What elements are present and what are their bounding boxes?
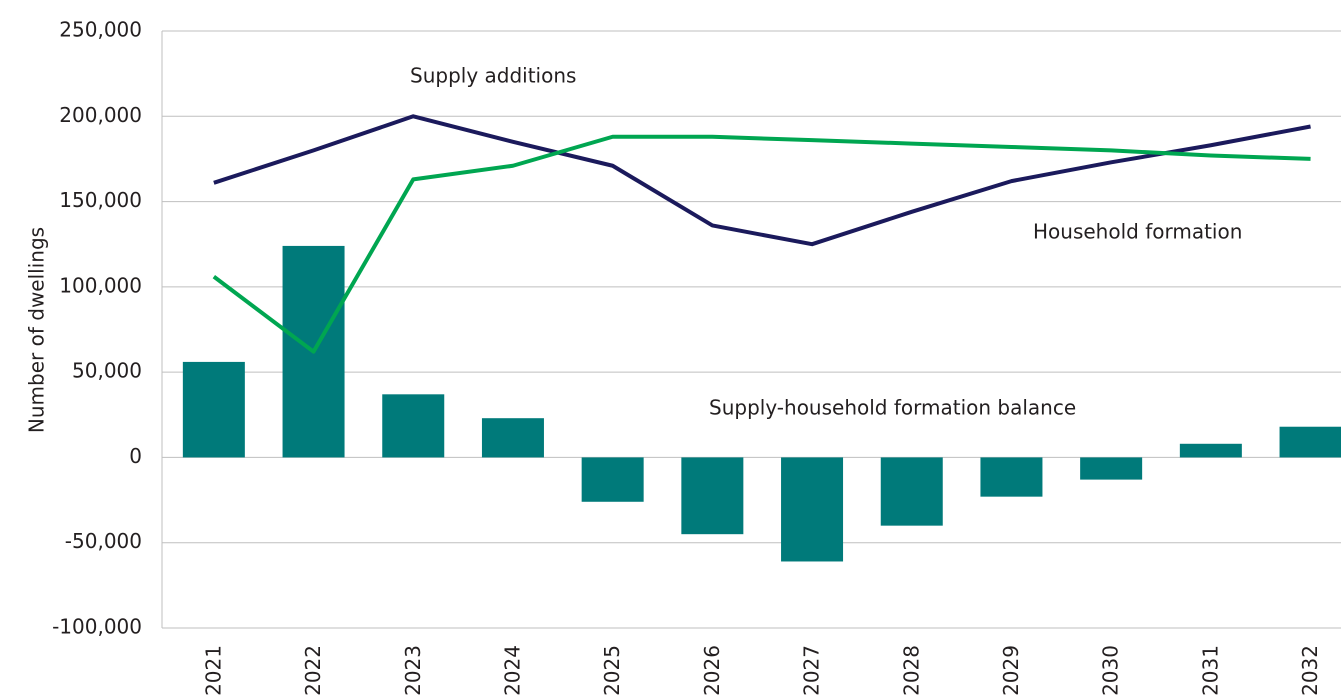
- x-tick-label: 2025: [600, 645, 624, 696]
- y-tick-label: 200,000: [59, 103, 142, 127]
- line: [212, 134, 1311, 354]
- series-label: Supply additions: [410, 64, 576, 88]
- bar: [382, 394, 445, 458]
- bar: [1179, 443, 1242, 458]
- series-label: Supply-household formation balance: [709, 396, 1076, 420]
- x-tick-label: 2026: [700, 645, 724, 696]
- y-tick-label: -50,000: [65, 529, 142, 553]
- x-tick-label: 2027: [800, 645, 824, 696]
- bar: [781, 457, 844, 562]
- y-tick-label: -100,000: [52, 615, 142, 639]
- x-tick-label: 2029: [999, 645, 1023, 696]
- x-tick-label: 2031: [1198, 645, 1222, 696]
- x-tick-label: 2024: [500, 645, 524, 696]
- bar: [681, 457, 744, 535]
- bar: [182, 361, 245, 458]
- x-tick-label: 2030: [1099, 645, 1123, 696]
- y-tick-label: 0: [129, 444, 142, 468]
- x-tick-label: 2032: [1298, 645, 1322, 696]
- bar: [880, 457, 943, 526]
- y-tick-label: 150,000: [59, 188, 142, 212]
- x-tick-label: 2021: [201, 645, 225, 696]
- bar: [1080, 457, 1143, 480]
- bar: [481, 418, 544, 458]
- y-tick-label: 50,000: [72, 359, 142, 383]
- bar: [581, 457, 644, 502]
- y-axis-label: Number of dwellings: [25, 227, 49, 433]
- line: [213, 114, 1311, 247]
- bar: [1279, 426, 1341, 458]
- x-tick-label: 2023: [401, 645, 425, 696]
- y-tick-label: 100,000: [59, 273, 142, 297]
- bar: [980, 457, 1043, 497]
- x-tick-label: 2022: [301, 645, 325, 696]
- x-tick-label: 2028: [899, 645, 923, 696]
- y-tick-label: 250,000: [59, 18, 142, 42]
- series-label: Household formation: [1033, 220, 1242, 244]
